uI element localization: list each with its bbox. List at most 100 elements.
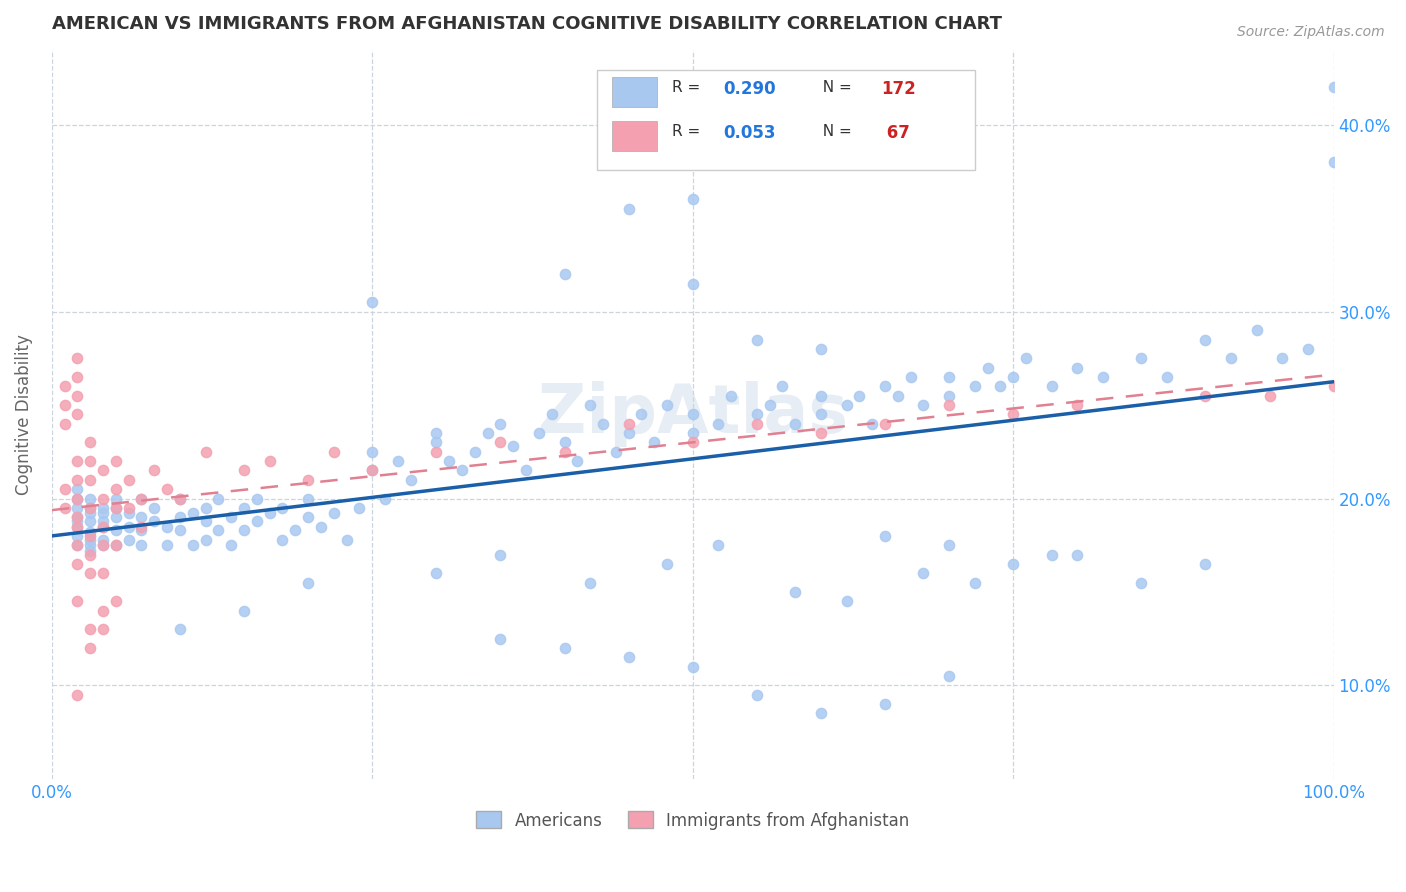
Point [579, 398, 602, 412]
Point [1091, 370, 1114, 384]
Point [502, 439, 524, 453]
Point [66, 370, 89, 384]
Point [425, 435, 447, 450]
Point [963, 379, 986, 393]
Text: 67: 67 [882, 124, 910, 142]
Point [399, 473, 422, 487]
Point [785, 585, 807, 599]
Point [156, 519, 179, 533]
Point [1066, 398, 1088, 412]
Text: ZipAtlas: ZipAtlas [537, 382, 848, 448]
Point [617, 650, 640, 665]
Point [53, 417, 76, 431]
Point [553, 641, 575, 656]
Point [349, 500, 371, 515]
Point [912, 566, 935, 581]
Point [682, 659, 704, 673]
Point [91, 519, 114, 533]
Point [156, 482, 179, 496]
Point [104, 454, 127, 468]
Point [104, 594, 127, 608]
Text: N =: N = [813, 124, 856, 139]
Point [91, 463, 114, 477]
Point [900, 370, 922, 384]
Point [66, 510, 89, 524]
Point [1296, 342, 1319, 356]
Point [66, 491, 89, 506]
Point [91, 623, 114, 637]
Y-axis label: Cognitive Disability: Cognitive Disability [15, 334, 32, 495]
Point [758, 398, 780, 412]
Point [79, 548, 101, 562]
Point [169, 623, 191, 637]
Point [425, 444, 447, 458]
Point [489, 435, 512, 450]
Point [387, 454, 409, 468]
Point [976, 360, 998, 375]
Point [79, 533, 101, 547]
Point [219, 510, 242, 524]
Point [104, 510, 127, 524]
Bar [612, 77, 657, 107]
Point [194, 500, 217, 515]
Point [1220, 351, 1243, 366]
Point [233, 500, 256, 515]
Point [938, 398, 960, 412]
Point [1040, 548, 1063, 562]
Point [91, 514, 114, 528]
Point [66, 538, 89, 552]
Point [745, 688, 768, 702]
Point [118, 519, 141, 533]
Point [605, 444, 627, 458]
Point [617, 417, 640, 431]
Point [66, 351, 89, 366]
Point [1323, 155, 1346, 169]
Point [131, 538, 153, 552]
Point [104, 482, 127, 496]
Point [66, 594, 89, 608]
Point [1002, 408, 1025, 422]
Point [66, 538, 89, 552]
Point [1130, 575, 1153, 590]
Text: R =: R = [672, 80, 706, 95]
Point [873, 417, 896, 431]
Point [297, 510, 319, 524]
Point [682, 193, 704, 207]
Point [271, 533, 294, 547]
Point [745, 417, 768, 431]
Point [66, 389, 89, 403]
Point [553, 444, 575, 458]
Point [66, 514, 89, 528]
Point [425, 566, 447, 581]
Point [79, 641, 101, 656]
Point [194, 533, 217, 547]
Point [79, 544, 101, 558]
Point [143, 514, 166, 528]
Point [53, 379, 76, 393]
Point [835, 594, 858, 608]
Point [1002, 370, 1025, 384]
Point [169, 510, 191, 524]
Point [66, 529, 89, 543]
Point [91, 500, 114, 515]
Point [1194, 389, 1216, 403]
Point [79, 566, 101, 581]
Point [745, 408, 768, 422]
Point [592, 417, 614, 431]
Point [887, 389, 910, 403]
Point [233, 523, 256, 537]
Point [131, 523, 153, 537]
Point [297, 491, 319, 506]
Point [118, 500, 141, 515]
Point [79, 507, 101, 521]
Point [1156, 370, 1178, 384]
Point [322, 507, 344, 521]
Point [527, 426, 550, 441]
Point [297, 575, 319, 590]
Point [118, 533, 141, 547]
Point [810, 408, 832, 422]
Point [489, 548, 512, 562]
Point [194, 514, 217, 528]
Point [66, 688, 89, 702]
Point [745, 333, 768, 347]
